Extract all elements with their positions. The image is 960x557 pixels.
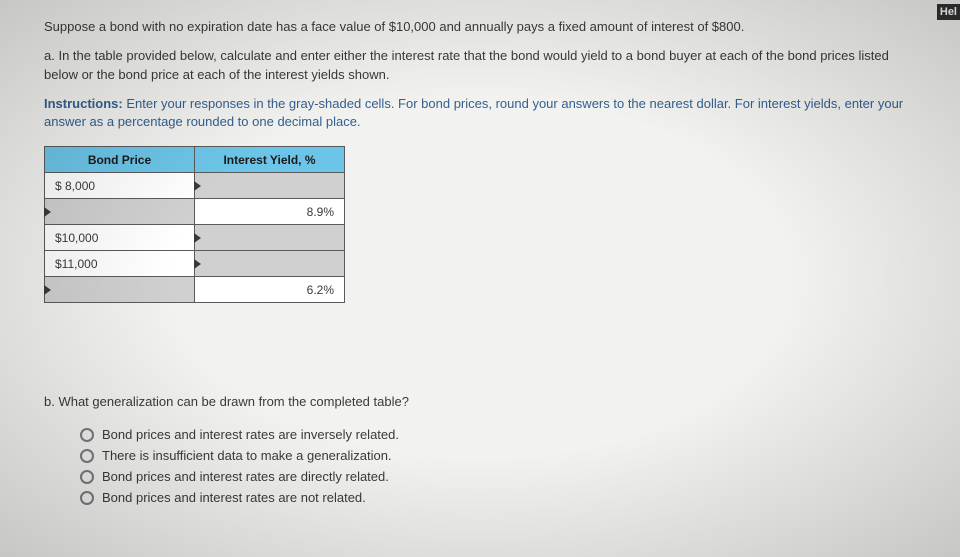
radio-icon[interactable] bbox=[80, 449, 94, 463]
table-row: 8.9% bbox=[45, 199, 345, 225]
option-label: Bond prices and interest rates are inver… bbox=[102, 427, 399, 442]
input-marker-icon bbox=[44, 285, 51, 295]
option-label: Bond prices and interest rates are not r… bbox=[102, 490, 366, 505]
input-marker-icon bbox=[194, 259, 201, 269]
input-marker-icon bbox=[44, 207, 51, 217]
instructions-label: Instructions: bbox=[44, 96, 123, 111]
table-row: $10,000 bbox=[45, 225, 345, 251]
bond-price-value: $11,000 bbox=[55, 257, 98, 271]
table-row: $ 8,000 bbox=[45, 173, 345, 199]
part-a-prompt: a. In the table provided below, calculat… bbox=[44, 47, 926, 85]
interest-yield-input-cell[interactable] bbox=[195, 173, 345, 199]
instructions: Instructions: Enter your responses in th… bbox=[44, 95, 926, 133]
input-marker-icon bbox=[194, 181, 201, 191]
interest-yield-input-cell[interactable] bbox=[195, 225, 345, 251]
bond-price-input-cell[interactable] bbox=[45, 199, 195, 225]
option-label: There is insufficient data to make a gen… bbox=[102, 448, 392, 463]
bond-price-cell: $ 8,000 bbox=[45, 173, 195, 199]
bond-price-value: $ 8,000 bbox=[55, 179, 95, 193]
col-header-yield: Interest Yield, % bbox=[195, 147, 345, 173]
option-label: Bond prices and interest rates are direc… bbox=[102, 469, 389, 484]
table-row: 6.2% bbox=[45, 277, 345, 303]
table-row: $11,000 bbox=[45, 251, 345, 277]
instructions-text: Enter your responses in the gray-shaded … bbox=[44, 96, 903, 130]
option-row[interactable]: There is insufficient data to make a gen… bbox=[80, 448, 926, 463]
interest-yield-value: 8.9% bbox=[307, 205, 334, 219]
bond-table: Bond Price Interest Yield, % $ 8,000 8.9%… bbox=[44, 146, 345, 303]
help-link[interactable]: Hel bbox=[937, 4, 960, 20]
part-b-prompt: b. What generalization can be drawn from… bbox=[44, 393, 926, 411]
option-row[interactable]: Bond prices and interest rates are direc… bbox=[80, 469, 926, 484]
option-row[interactable]: Bond prices and interest rates are inver… bbox=[80, 427, 926, 442]
bond-price-input-cell[interactable] bbox=[45, 277, 195, 303]
interest-yield-cell: 6.2% bbox=[195, 277, 345, 303]
input-marker-icon bbox=[194, 233, 201, 243]
bond-price-cell: $10,000 bbox=[45, 225, 195, 251]
bond-price-cell: $11,000 bbox=[45, 251, 195, 277]
option-row[interactable]: Bond prices and interest rates are not r… bbox=[80, 490, 926, 505]
question-page: Suppose a bond with no expiration date h… bbox=[0, 0, 960, 529]
radio-icon[interactable] bbox=[80, 470, 94, 484]
interest-yield-value: 6.2% bbox=[307, 283, 334, 297]
interest-yield-input-cell[interactable] bbox=[195, 251, 345, 277]
col-header-price: Bond Price bbox=[45, 147, 195, 173]
options-group: Bond prices and interest rates are inver… bbox=[44, 427, 926, 505]
radio-icon[interactable] bbox=[80, 428, 94, 442]
bond-price-value: $10,000 bbox=[55, 231, 98, 245]
radio-icon[interactable] bbox=[80, 491, 94, 505]
question-intro: Suppose a bond with no expiration date h… bbox=[44, 18, 926, 37]
interest-yield-cell: 8.9% bbox=[195, 199, 345, 225]
